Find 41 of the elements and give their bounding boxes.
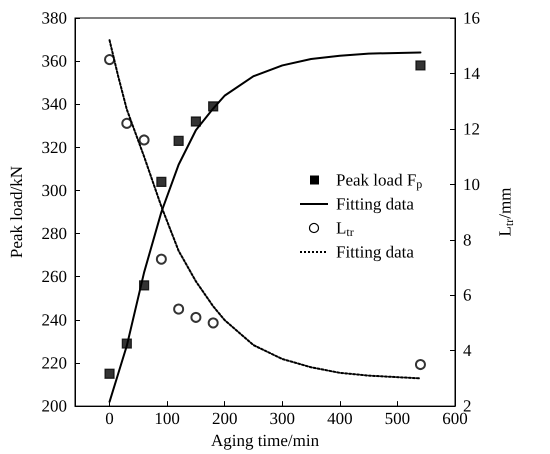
point xyxy=(414,359,426,370)
point xyxy=(415,60,426,71)
point xyxy=(174,136,184,146)
y-tick-label: 220 xyxy=(42,353,67,372)
legend-label: Fitting data xyxy=(336,194,414,214)
point xyxy=(104,54,116,66)
point xyxy=(190,312,202,323)
y-axis-title: Peak load/kN xyxy=(7,166,26,258)
x-tick-label: 100 xyxy=(154,409,180,428)
y-tick-label: 320 xyxy=(42,138,67,157)
y2-axis-title: Ltr/mm xyxy=(496,188,516,236)
x-tick-label: 300 xyxy=(270,409,296,428)
y-tick-label: 240 xyxy=(42,310,67,330)
x-axis-title: Aging time/min xyxy=(210,431,320,450)
point xyxy=(156,176,166,187)
x-tick-label: 500 xyxy=(384,409,410,428)
y2-tick-label: 6 xyxy=(463,286,472,305)
y-tick-label: 360 xyxy=(42,52,67,71)
y-tick-label: 380 xyxy=(42,8,67,28)
point xyxy=(104,368,115,379)
legend-label: Fitting data xyxy=(336,242,414,262)
x-tick-label: 400 xyxy=(327,409,353,428)
point xyxy=(156,254,167,265)
y2-tick-label: 4 xyxy=(463,341,472,360)
y-tick-label: 300 xyxy=(42,180,67,200)
y-tick-label: 280 xyxy=(42,224,67,244)
y2-tick-label: 16 xyxy=(463,8,480,28)
y2-tick-label: 14 xyxy=(463,64,480,83)
point xyxy=(173,304,184,315)
point xyxy=(190,116,202,127)
y-tick-label: 340 xyxy=(42,94,67,114)
x-tick-label: 200 xyxy=(212,409,238,428)
x-tick-label: 0 xyxy=(105,409,114,428)
y-tick-label: 200 xyxy=(42,396,67,416)
y-tick-label: 260 xyxy=(42,267,67,286)
point xyxy=(138,134,150,146)
point xyxy=(208,317,219,328)
point xyxy=(121,118,132,129)
y2-tick-label: 12 xyxy=(463,119,480,138)
y2-tick-label: 10 xyxy=(463,174,480,194)
y2-tick-label: 8 xyxy=(463,230,472,250)
